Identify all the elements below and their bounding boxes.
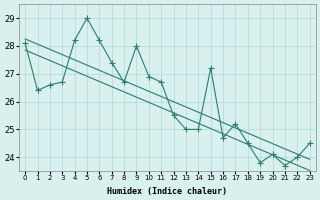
X-axis label: Humidex (Indice chaleur): Humidex (Indice chaleur): [108, 187, 228, 196]
